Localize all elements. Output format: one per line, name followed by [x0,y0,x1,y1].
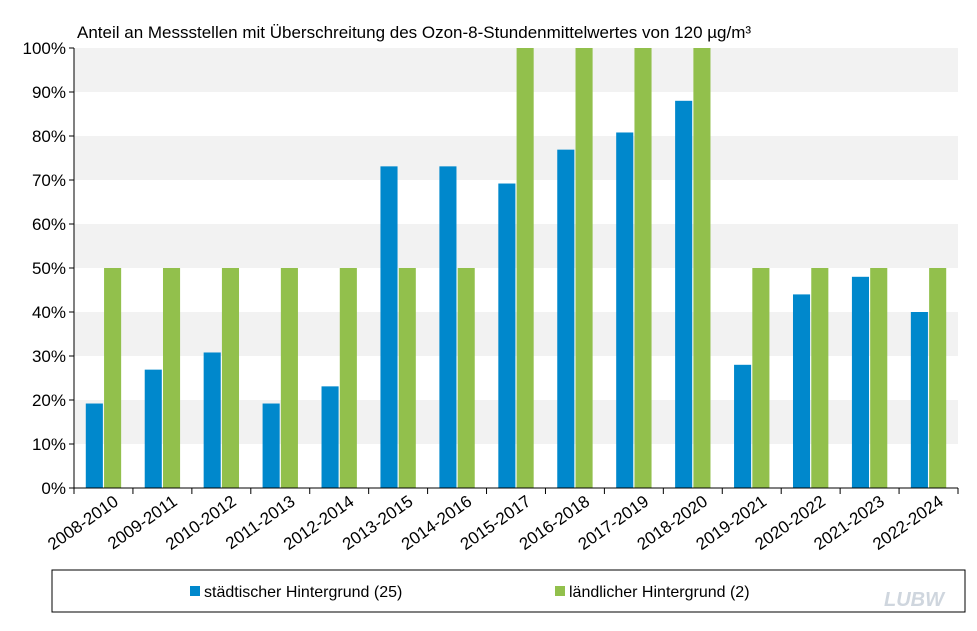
grid-band [74,224,958,268]
legend [51,569,966,613]
y-tick-label: 40% [32,303,66,322]
bar-laendlich-2017-2019 [634,48,652,488]
legend-swatch [190,586,200,596]
y-axis-ticks: 0% 10% 20% 30% 40% 50% 60% 70% 80% 90% 100% [23,39,74,498]
grid-band [74,136,958,180]
bar-laendlich-2013-2015 [398,268,416,488]
bar-staedtisch-2019-2021 [734,364,752,488]
x-axis-ticks: 2008-20102009-20112010-20122011-20132012… [44,488,959,554]
grid-band [74,312,958,356]
legend-swatch [555,586,565,596]
y-tick-label: 20% [32,391,66,410]
bar-staedtisch-2014-2016 [439,166,457,489]
bar-laendlich-2009-2011 [162,268,181,488]
bar-staedtisch-2012-2014 [321,386,339,488]
grid-bands [74,48,958,444]
chart-title: Anteil an Messstellen mit Überschreitung… [77,23,751,42]
bar-staedtisch-2008-2010 [85,403,103,488]
y-tick-label: 70% [32,171,66,190]
bar-laendlich-2010-2012 [221,268,240,488]
bar-laendlich-2022-2024 [929,268,947,488]
bar-staedtisch-2022-2024 [910,312,928,488]
bar-staedtisch-2016-2018 [557,149,575,488]
y-tick-label: 10% [32,435,66,454]
bar-laendlich-2008-2010 [104,268,122,488]
bar-laendlich-2018-2020 [693,48,711,488]
bar-staedtisch-2018-2020 [675,100,693,489]
y-tick-label: 100% [23,39,66,58]
bar-staedtisch-2009-2011 [144,369,162,488]
grid-band [74,48,958,92]
bar-staedtisch-2017-2019 [616,132,634,489]
bar-staedtisch-2015-2017 [498,183,516,488]
lubw-logo: LUBW [884,589,946,611]
bar-staedtisch-2013-2015 [380,166,398,489]
bar-laendlich-2020-2022 [811,268,829,488]
legend-label: städtischer Hintergrund (25) [204,584,402,601]
bar-laendlich-2011-2013 [280,268,298,488]
bar-laendlich-2015-2017 [516,48,534,488]
bar-staedtisch-2010-2012 [203,352,221,488]
bar-laendlich-2019-2021 [752,268,770,488]
y-tick-label: 90% [32,83,66,102]
bar-laendlich-2016-2018 [575,48,593,488]
bar-laendlich-2021-2023 [870,268,888,488]
bar-laendlich-2012-2014 [339,268,357,488]
y-tick-label: 60% [32,215,66,234]
bar-staedtisch-2021-2023 [851,276,870,488]
legend-label: ländlicher Hintergrund (2) [569,584,750,601]
legend-items: städtischer Hintergrund (25) ländlicher H… [190,584,750,601]
bar-staedtisch-2011-2013 [262,403,280,488]
bar-staedtisch-2020-2022 [792,294,811,488]
grid-band [74,400,958,444]
y-tick-label: 50% [32,259,66,278]
y-tick-label: 0% [41,479,66,498]
bars [85,48,947,489]
y-tick-label: 80% [32,127,66,146]
bar-laendlich-2014-2016 [457,268,475,488]
y-tick-label: 30% [32,347,66,366]
